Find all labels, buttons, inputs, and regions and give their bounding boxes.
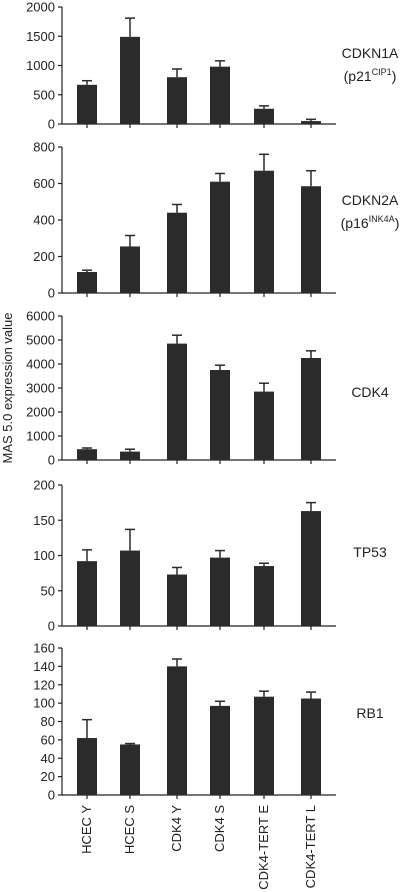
bar-tp53-3 — [167, 574, 187, 626]
y-tick-label: 100 — [33, 696, 55, 711]
y-tick-label: 800 — [33, 140, 55, 155]
y-tick-label: 1500 — [26, 29, 55, 44]
y-tick-label: 50 — [41, 583, 55, 598]
bar-rb1-5 — [254, 696, 274, 795]
y-tick-label: 200 — [33, 478, 55, 493]
y-tick-label: 1000 — [26, 429, 55, 444]
panel-rb1: 0 20 40 60 80 100 120 140 160 RB1 — [33, 641, 384, 803]
bar-cdkn2a-5 — [254, 170, 274, 293]
gene-label: RB1 — [356, 705, 383, 721]
bar-cdk4-4 — [210, 370, 230, 460]
y-tick-label: 6000 — [26, 309, 55, 324]
bar-cdk4-3 — [167, 343, 187, 460]
y-tick-label: 140 — [33, 659, 55, 674]
bar-rb1-1 — [77, 738, 97, 795]
category-label: CDK4 S — [212, 805, 227, 852]
y-tick-label: 0 — [48, 117, 55, 132]
bar-tp53-1 — [77, 561, 97, 626]
bar-tp53-6 — [301, 511, 321, 626]
y-tick-label: 2000 — [26, 0, 55, 15]
bar-rb1-6 — [301, 698, 321, 795]
bar-tp53-4 — [210, 557, 230, 626]
panel-cdk4: 0 1000 2000 3000 4000 5000 6000 CDK4 — [26, 309, 389, 468]
bar-cdk4-1 — [77, 449, 97, 460]
bar-cdkn2a-4 — [210, 181, 230, 293]
category-label: HCEC Y — [79, 805, 94, 854]
y-tick-label: 120 — [33, 677, 55, 692]
gene-label: CDK4 — [351, 384, 389, 400]
bar-cdkn1a-3 — [167, 77, 187, 124]
protein-label: (p21CIP1) — [344, 67, 397, 84]
panel-tp53: 0 50 100 150 200 TP53 — [33, 478, 387, 634]
bar-tp53-2 — [120, 550, 140, 626]
category-label: HCEC S — [122, 805, 137, 854]
bar-cdkn2a-3 — [167, 212, 187, 293]
protein-label: (p16INK4A) — [341, 214, 400, 231]
gene-label: TP53 — [353, 544, 387, 560]
y-tick-label: 400 — [33, 213, 55, 228]
panel-cdkn1a: 0 500 1000 1500 2000 CDKN1A (p21CIP1) — [26, 0, 399, 132]
bar-rb1-3 — [167, 666, 187, 795]
bar-cdkn2a-2 — [120, 246, 140, 293]
y-tick-label: 0 — [48, 453, 55, 468]
y-tick-label: 0 — [48, 788, 55, 803]
bar-cdkn2a-1 — [77, 272, 97, 293]
bar-cdkn1a-4 — [210, 66, 230, 124]
bar-cdkn1a-6 — [301, 121, 321, 124]
bar-cdkn1a-5 — [254, 108, 274, 124]
gene-label: CDKN1A — [342, 45, 399, 61]
y-tick-label: 1000 — [26, 58, 55, 73]
y-tick-label: 0 — [48, 286, 55, 301]
y-tick-label: 500 — [33, 87, 55, 102]
y-tick-label: 40 — [41, 751, 55, 766]
y-tick-label: 3000 — [26, 381, 55, 396]
y-tick-label: 200 — [33, 249, 55, 264]
panel-cdkn2a: 0 200 400 600 800 CDKN2A (p16INK4A) — [33, 140, 399, 301]
bar-cdk4-2 — [120, 451, 140, 460]
y-tick-label: 600 — [33, 176, 55, 191]
category-label: CDK4-TERT E — [256, 805, 271, 890]
y-tick-label: 150 — [33, 513, 55, 528]
bar-cdkn1a-2 — [120, 36, 140, 124]
bar-cdkn2a-6 — [301, 186, 321, 293]
y-tick-label: 80 — [41, 714, 55, 729]
y-tick-label: 160 — [33, 641, 55, 656]
bar-rb1-2 — [120, 744, 140, 795]
category-label: CDK4 Y — [169, 805, 184, 852]
chart-panels: 0500100015002000CDKN1A(p21CIP1)020040060… — [26, 0, 399, 803]
y-tick-label: 60 — [41, 732, 55, 747]
y-tick-label: 0 — [48, 619, 55, 634]
y-tick-label: 4000 — [26, 357, 55, 372]
y-axis-label: MAS 5.0 expression value — [0, 312, 15, 463]
y-tick-label: 100 — [33, 548, 55, 563]
bar-tp53-5 — [254, 566, 274, 626]
y-tick-label: 5000 — [26, 333, 55, 348]
bar-cdkn1a-1 — [77, 84, 97, 124]
category-labels: HCEC Y HCEC S CDK4 Y CDK4 S CDK4-TERT E CDK4-… — [79, 805, 318, 890]
gene-label: CDKN2A — [342, 192, 399, 208]
bar-cdk4-6 — [301, 358, 321, 460]
bar-rb1-4 — [210, 705, 230, 795]
bar-cdk4-5 — [254, 391, 274, 460]
category-label: CDK4-TERT L — [303, 805, 318, 888]
y-tick-label: 20 — [41, 769, 55, 784]
y-tick-label: 2000 — [26, 405, 55, 420]
